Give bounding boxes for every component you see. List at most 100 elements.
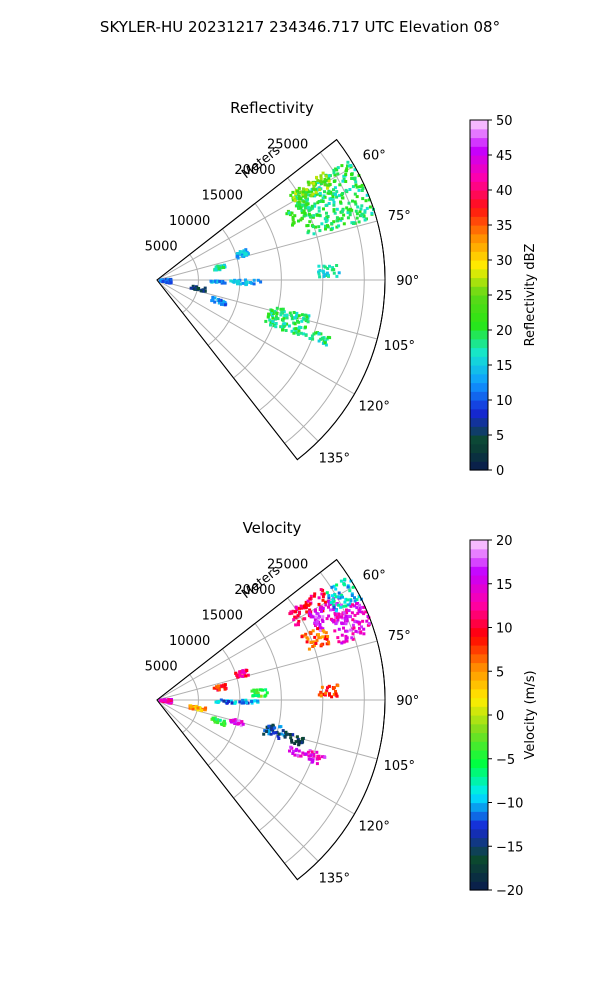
echo-cell	[302, 214, 306, 218]
azimuth-tick-label: 75°	[388, 629, 411, 644]
echo-cell	[244, 248, 248, 252]
echo-cell	[327, 202, 331, 205]
echo-cell	[245, 669, 249, 672]
echo-cell	[223, 281, 227, 285]
echo-cell	[300, 635, 304, 639]
colorbar-band	[470, 592, 488, 602]
echo-cell	[342, 626, 345, 630]
echo-cell	[222, 266, 225, 269]
echo-cell	[303, 617, 307, 621]
colorbar-band	[470, 881, 488, 891]
echo-cell	[337, 615, 341, 619]
echo-cell	[315, 750, 319, 754]
echo-cell	[323, 217, 327, 221]
figure-title: SKYLER-HU 20231217 234346.717 UTC Elevat…	[100, 18, 500, 36]
echo-cell	[282, 310, 286, 314]
echo-cell	[332, 209, 336, 213]
echo-cell	[356, 611, 360, 615]
echo-cell	[318, 200, 322, 203]
echo-cell	[337, 627, 341, 631]
colorbar-band	[470, 155, 488, 165]
colorbar-band	[470, 662, 488, 672]
colorbar-band	[470, 356, 488, 366]
echo-cell	[324, 174, 328, 178]
echo-cell	[211, 295, 215, 299]
echo-cell	[221, 279, 225, 283]
echo-cell	[244, 698, 248, 702]
radial-tick-label: 15000	[202, 608, 243, 623]
colorbar-tick-label: 15	[496, 359, 513, 374]
echo-cell	[204, 706, 208, 710]
echo-cell	[294, 204, 298, 208]
echo-cell	[219, 698, 223, 702]
colorbar-band	[470, 863, 488, 874]
echo-cell	[319, 690, 323, 694]
echo-cell	[340, 615, 344, 619]
echo-cell	[292, 196, 296, 200]
echo-cell	[218, 279, 222, 283]
azimuth-spoke	[156, 699, 355, 815]
echo-cell	[270, 309, 274, 313]
echo-cell	[323, 183, 327, 187]
echo-cell	[342, 177, 346, 181]
echo-cell	[295, 331, 299, 335]
echo-cell	[220, 302, 223, 306]
echo-cell	[278, 725, 282, 729]
echo-cell	[304, 632, 308, 636]
echo-cell	[345, 206, 349, 210]
echo-cell	[335, 195, 339, 199]
echo-cell	[304, 752, 308, 756]
panels: Reflectivity500010000150002000025000Mete…	[145, 99, 538, 899]
echo-cell	[293, 742, 297, 745]
echo-cell	[339, 218, 343, 222]
echo-cell	[318, 193, 322, 197]
echo-cell	[344, 617, 347, 621]
colorbar-tick-label: 30	[496, 254, 513, 269]
echo-cell	[283, 314, 287, 318]
echo-cell	[339, 579, 343, 583]
echo-cell	[218, 718, 222, 722]
echo-cell	[281, 327, 285, 331]
echo-cell	[282, 316, 286, 320]
echo-cell	[302, 332, 306, 336]
echo-cell	[166, 698, 170, 702]
echo-cell	[361, 197, 365, 201]
echo-cell	[315, 213, 319, 217]
echo-cell	[359, 207, 363, 211]
echo-cell	[317, 186, 321, 190]
echo-cell	[361, 619, 365, 623]
echo-cell	[307, 611, 311, 615]
echo-cell	[292, 331, 296, 335]
echo-cell	[267, 732, 271, 736]
echo-cell	[338, 183, 342, 187]
echo-cell	[357, 595, 361, 599]
echo-cell	[292, 618, 296, 622]
echo-cell	[298, 202, 302, 206]
azimuth-spoke	[156, 279, 319, 442]
echo-cell	[240, 250, 244, 254]
echo-cell	[332, 188, 335, 192]
echo-cell	[335, 616, 339, 619]
echo-cell	[336, 636, 340, 640]
echo-cell	[314, 615, 317, 619]
echo-cell	[312, 332, 316, 336]
colorbar-band	[470, 225, 488, 235]
echo-cell	[294, 623, 298, 627]
echo-cell	[318, 192, 322, 195]
echo-cell	[240, 701, 244, 705]
echo-cell	[209, 279, 213, 283]
echo-cell	[291, 190, 295, 194]
echo-cell	[314, 225, 317, 229]
echo-cell	[246, 673, 250, 677]
azimuth-tick-label: 105°	[384, 339, 415, 354]
echo-cell	[321, 171, 325, 175]
echo-cell	[317, 633, 320, 637]
echo-cell	[321, 200, 325, 203]
colorbar-label: Velocity (m/s)	[523, 670, 538, 759]
colorbar-tick-label: 10	[496, 394, 513, 409]
echo-cell	[337, 591, 341, 595]
echo-cell	[341, 192, 345, 195]
echo-cell	[355, 195, 359, 199]
